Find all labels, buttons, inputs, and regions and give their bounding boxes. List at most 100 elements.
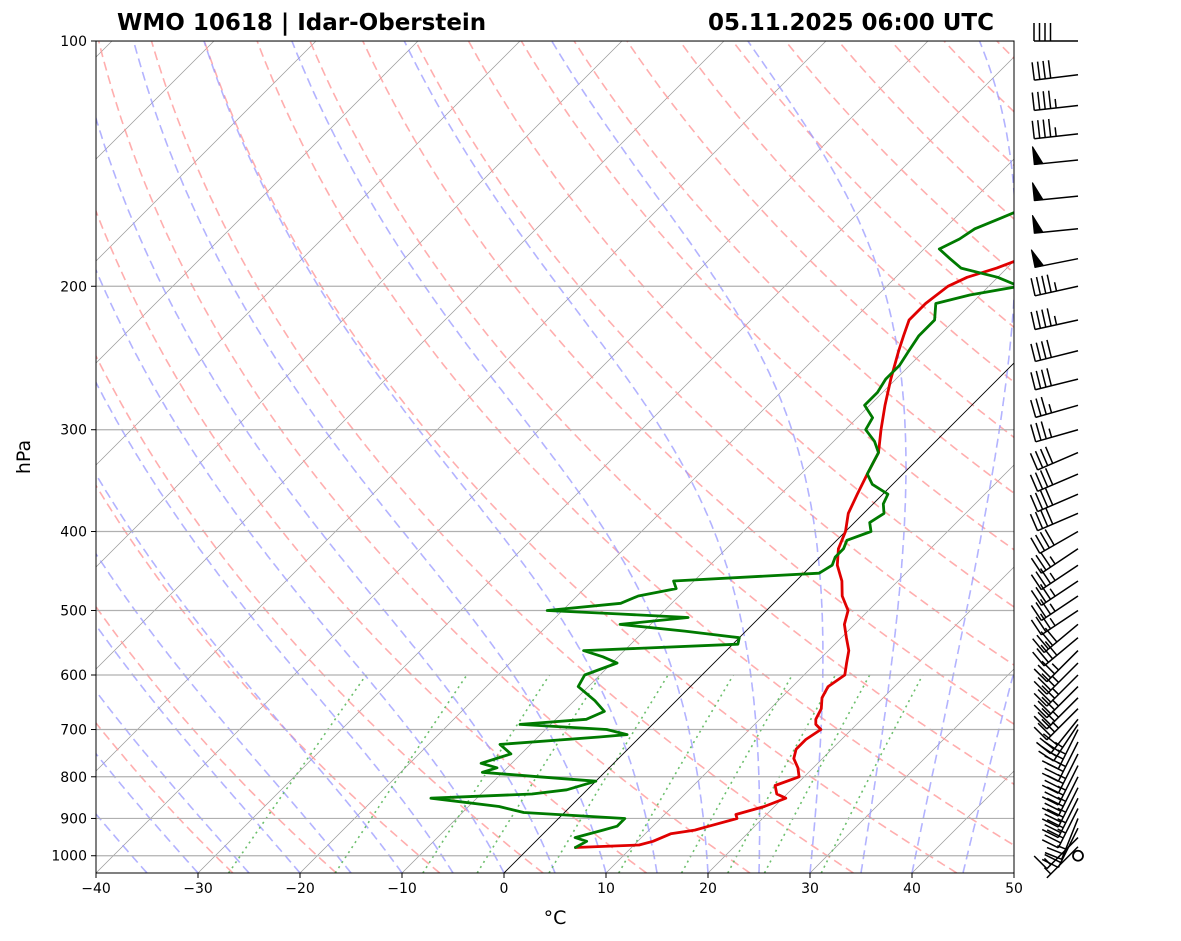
mixing-ratio-lines <box>227 674 924 873</box>
wind-barb-flag <box>1041 784 1059 794</box>
wind-barb-flag <box>1036 648 1049 663</box>
wind-barb-half-flag <box>1043 867 1052 875</box>
wind-barb-staff <box>1049 718 1079 755</box>
y-tick-label: 700 <box>60 723 87 739</box>
wind-barb-flag <box>1033 692 1048 707</box>
wind-barb-flag <box>1039 490 1049 508</box>
dry-adiabat-line <box>309 41 1014 786</box>
dry-adiabat-line <box>97 41 751 873</box>
wind-barb-flag <box>1041 796 1059 806</box>
pressure-gridlines <box>96 41 1014 857</box>
isotherm-line <box>0 41 10 873</box>
y-tick-label: 800 <box>60 770 87 786</box>
wind-barb-flag <box>1035 276 1042 295</box>
wind-barb-flag <box>1036 634 1049 650</box>
wind-barb-flag <box>1039 737 1055 750</box>
wind-barb-flag <box>1046 308 1052 327</box>
wind-barb-flag <box>1037 688 1052 703</box>
isotherm-line <box>197 56 1014 873</box>
dry-adiabat-line <box>837 41 1014 221</box>
wind-barb-flag <box>1044 641 1058 656</box>
x-tick-label: 0 <box>500 881 509 897</box>
y-tick-label: 100 <box>60 34 87 50</box>
wind-barb-flag <box>1044 813 1062 823</box>
wind-barb-staff <box>1037 451 1079 471</box>
wind-barb-flag <box>1046 368 1053 386</box>
mixing-ratio-line <box>763 674 871 873</box>
mixing-ratio-line <box>820 674 924 873</box>
y-tick-label: 1000 <box>51 849 87 865</box>
wind-barb-half-flag <box>1051 675 1060 683</box>
dry-adiabat-line <box>150 41 854 873</box>
wind-barb-flag <box>1038 750 1055 762</box>
wind-barb-staff <box>1057 827 1079 868</box>
wind-barb-flag <box>1030 424 1037 443</box>
isotherm-line <box>96 41 521 466</box>
moist-adiabat-line <box>403 41 761 873</box>
x-tick-label: 50 <box>1005 881 1023 897</box>
wind-barb-flag <box>1042 60 1046 79</box>
wind-barb-staff <box>1057 808 1079 849</box>
zero-isotherm <box>503 362 1014 873</box>
wind-barb-flag <box>1039 598 1052 615</box>
sounding-profiles <box>429 211 1014 849</box>
wind-barb-flag <box>1034 472 1044 490</box>
wind-barb-flag <box>1041 828 1059 839</box>
wind-barb-flag <box>1037 91 1041 110</box>
wind-barb-flag <box>1037 700 1052 715</box>
x-tick-label: −40 <box>81 881 111 897</box>
wind-barb-flag <box>1042 91 1046 110</box>
wind-barb-flag <box>1040 421 1047 439</box>
wind-barb-flag <box>1031 92 1036 111</box>
dry-adiabat-line <box>203 41 958 873</box>
wind-barb-flag <box>1044 823 1062 834</box>
wind-barb-flag <box>1035 741 1051 755</box>
wind-barb-flag <box>1035 601 1047 618</box>
wind-barb-flag <box>1044 767 1062 778</box>
wind-barb-flag <box>1030 589 1043 606</box>
wind-barb-flag <box>1035 554 1047 571</box>
wind-barb-half-flag <box>1051 687 1060 695</box>
wind-barb-flag <box>1044 468 1054 486</box>
y-tick-label: 400 <box>60 525 87 541</box>
wind-barb-flag <box>1030 372 1037 390</box>
wind-barb-flag <box>1033 680 1048 695</box>
wind-barb-flag <box>1033 668 1048 683</box>
wind-barb-flag <box>1040 341 1047 359</box>
y-tick-label: 600 <box>60 668 87 684</box>
y-tick-label: 200 <box>60 279 87 295</box>
wind-barb-flag <box>1035 398 1042 417</box>
moist-adiabat-line <box>96 472 403 873</box>
wind-barb-flag <box>1032 651 1045 667</box>
wind-barb-staff <box>1040 595 1079 622</box>
moist-adiabat-line <box>96 752 199 873</box>
x-tick-label: −30 <box>183 881 213 897</box>
wind-barb-staff <box>1037 512 1079 532</box>
isotherm-line <box>96 41 725 670</box>
wind-barb-flag <box>1046 274 1052 293</box>
wind-barb-flag <box>1029 494 1039 512</box>
wind-barb-flag <box>1041 309 1047 328</box>
wind-barb-flag <box>1035 586 1047 603</box>
wind-barb-flag <box>1032 638 1045 654</box>
wind-barb-flag <box>1044 446 1054 464</box>
dry-adiabat-line <box>784 41 1014 275</box>
mixing-ratio-line <box>227 674 367 873</box>
moist-adiabat-line <box>96 380 454 873</box>
wind-barb-flag <box>1034 450 1044 469</box>
wind-barb-flag <box>1037 722 1052 737</box>
moist-adiabat-line <box>551 41 824 873</box>
wind-barb-flag <box>1047 90 1052 109</box>
wind-barb-half-flag <box>1049 556 1056 565</box>
wind-barb-flag <box>1037 664 1052 679</box>
wind-barb-flag <box>1035 616 1047 633</box>
wind-barb-flag <box>1044 488 1054 506</box>
wind-barb-half-flag <box>1049 617 1056 627</box>
wind-barb-staff <box>1035 378 1079 391</box>
moist-adiabat-line <box>96 623 301 873</box>
wind-barb-flag <box>1035 310 1042 329</box>
wind-barb-flag <box>1044 529 1055 546</box>
x-tick-label: −10 <box>387 881 417 897</box>
wind-barb-flag <box>1039 613 1052 630</box>
wind-barb-flag <box>1039 551 1052 568</box>
